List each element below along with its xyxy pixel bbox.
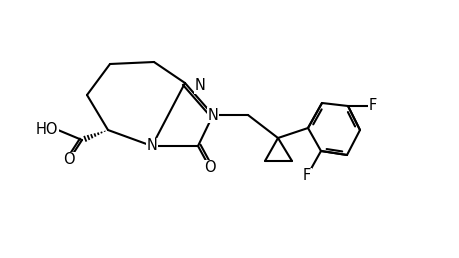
Text: N: N <box>207 108 218 123</box>
Text: HO: HO <box>35 123 58 138</box>
Text: F: F <box>369 99 377 114</box>
Text: N: N <box>195 78 206 93</box>
Text: F: F <box>303 168 311 183</box>
Text: O: O <box>63 152 75 167</box>
Text: N: N <box>146 139 157 154</box>
Text: O: O <box>204 160 216 175</box>
